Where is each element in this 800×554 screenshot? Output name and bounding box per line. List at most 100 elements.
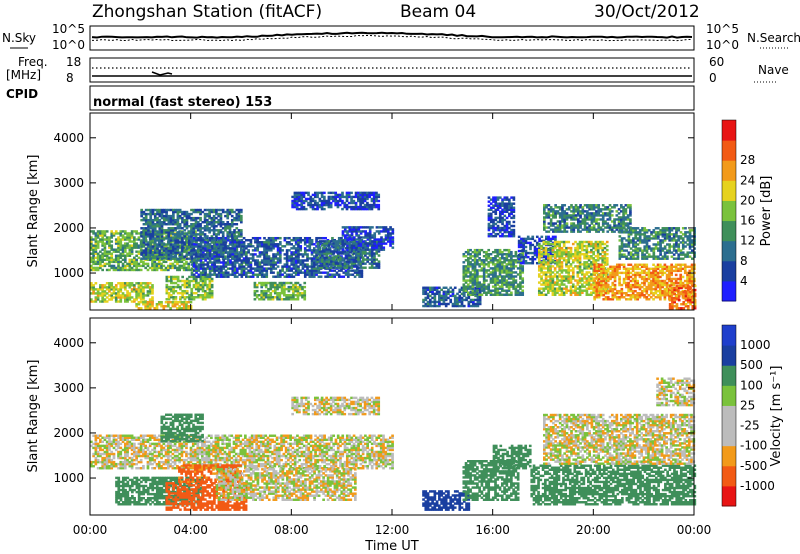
echo-cell [201, 239, 205, 242]
echo-cell [265, 247, 269, 250]
echo-cell [235, 227, 239, 230]
echo-cell [146, 284, 150, 287]
echo-cell [156, 212, 159, 216]
echo-cell [222, 241, 226, 244]
nave-label: Nave [758, 63, 789, 77]
echo-cell [217, 251, 221, 254]
echo-cell [140, 243, 143, 246]
echo-cell [110, 248, 114, 251]
echo-cell [235, 239, 239, 242]
echo-cell [341, 199, 344, 203]
echo-cell [149, 220, 153, 224]
echo-cell [540, 275, 543, 278]
echo-cell [451, 302, 455, 306]
echo-cell [160, 235, 164, 238]
echo-cell [375, 238, 379, 241]
echo-cell [181, 231, 184, 234]
echo-cell [288, 273, 291, 276]
echo-cell [222, 259, 226, 262]
echo-cell [233, 261, 237, 264]
echo-cell [94, 300, 98, 303]
echo-cell [112, 250, 116, 253]
echo-cell [169, 218, 173, 222]
echo-cell [185, 216, 189, 220]
echo-cell [487, 252, 491, 256]
echo-cell [235, 275, 239, 278]
echo-cell [126, 262, 129, 266]
echo-cell [110, 246, 114, 249]
echo-cell [119, 240, 123, 243]
echo-cell [362, 236, 365, 239]
echo-cell [123, 260, 127, 264]
echo-cell [240, 259, 244, 262]
echo-cell [92, 284, 95, 287]
echo-cell [149, 214, 153, 218]
echo-cell [251, 271, 255, 274]
echo-cell [269, 243, 273, 246]
echo-cell [476, 289, 479, 292]
echo-cell [103, 232, 107, 235]
echo-cell [144, 223, 148, 226]
echo-cell [288, 243, 291, 246]
echo-cell [188, 275, 191, 279]
echo-cell [135, 303, 138, 306]
echo-cell [231, 267, 235, 270]
echo-cell [206, 291, 209, 295]
echo-cell [119, 288, 123, 291]
echo-cell [167, 237, 171, 240]
echo-cell [94, 236, 98, 239]
echo-cell [224, 210, 227, 214]
echo-cell [215, 243, 219, 246]
echo-cell [301, 259, 305, 262]
echo-cell [103, 298, 107, 301]
echo-cell [99, 232, 102, 235]
echo-cell [491, 267, 495, 270]
echo-cell [112, 234, 116, 237]
echo-cell [469, 271, 472, 274]
echo-cell [217, 241, 221, 244]
echo-cell [110, 256, 114, 260]
echo-cell [237, 214, 241, 218]
echo-cell [158, 239, 162, 242]
echo-cell [208, 261, 212, 264]
echo-cell [226, 251, 230, 254]
echo-cell [101, 238, 104, 241]
echo-cell [238, 257, 241, 260]
echo-cell [215, 212, 218, 216]
echo-cell [167, 216, 171, 220]
echo-cell [265, 269, 269, 272]
echo-cell [157, 260, 161, 264]
echo-cell [327, 266, 331, 269]
echo-cell [235, 223, 239, 226]
echo-cell [133, 300, 136, 303]
echo-cell [242, 249, 246, 252]
echo-cell [194, 225, 198, 228]
echo-cell [242, 259, 246, 262]
echo-cell [108, 264, 111, 268]
echo-cell [90, 242, 93, 245]
echo-cell [167, 235, 171, 238]
echo-cell [337, 236, 341, 240]
echo-cell [219, 239, 223, 242]
echo-cell [119, 248, 123, 251]
echo-cell [310, 269, 314, 272]
echo-cell [272, 247, 275, 250]
echo-cell [110, 232, 114, 235]
echo-cell [110, 254, 114, 257]
echo-cell [128, 286, 132, 289]
echo-cell [103, 284, 107, 287]
echo-cell [114, 258, 118, 262]
echo-cell [238, 241, 241, 244]
echo-cell [156, 208, 159, 212]
echo-cell [144, 262, 148, 266]
echo-cell [160, 266, 163, 270]
echo-cell [119, 242, 123, 245]
echo-cell [151, 268, 154, 272]
echo-cell [224, 249, 228, 252]
echo-cell [219, 218, 223, 222]
echo-cell [181, 212, 184, 216]
echo-cell [130, 250, 134, 253]
echo-cell [212, 220, 216, 224]
echo-cell [176, 251, 180, 254]
echo-cell [206, 263, 210, 266]
